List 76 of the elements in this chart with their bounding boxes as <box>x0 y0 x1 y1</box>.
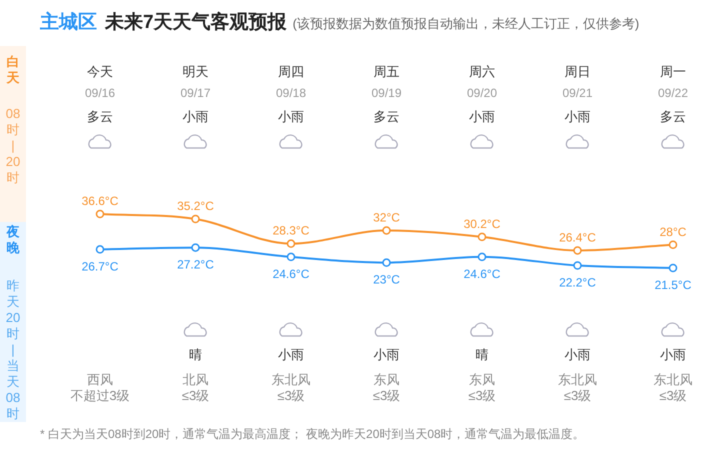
text: 09/16 <box>84 86 116 100</box>
text: 09/19 <box>371 86 402 100</box>
text: 东北风 <box>654 372 692 387</box>
chart-title: 主城区 未来7天天气客观预报 <box>39 11 288 33</box>
text: 小雨 <box>278 347 304 362</box>
data-label: 22.2°C <box>559 275 596 290</box>
text: ≤3级 <box>372 388 400 403</box>
text: 09/22 <box>658 86 688 100</box>
data-label: 21.5°C <box>654 278 692 292</box>
point <box>478 252 486 262</box>
point <box>191 243 200 252</box>
text: ≤3级 <box>468 388 496 403</box>
data-label: 36.6°C <box>82 194 119 208</box>
text: 09/18 <box>276 86 306 100</box>
chart-subtitle: (该预报数据为数值预报自动输出，未经人工订正，仅供参考) <box>292 16 640 31</box>
text: 昨天20时|当天08时 <box>6 278 20 421</box>
point <box>96 245 104 254</box>
point <box>478 232 486 242</box>
text: 北风 <box>182 372 208 387</box>
data-label: 27.2°C <box>177 258 214 272</box>
text: 09/17 <box>180 86 211 100</box>
text: 东北风 <box>558 372 597 387</box>
x-tick-label: 明天 <box>182 64 208 79</box>
text: 09/20 <box>466 86 498 100</box>
data-label: 24.6°C <box>464 266 501 281</box>
text: 小雨 <box>182 109 208 124</box>
point <box>286 239 296 248</box>
point <box>96 210 104 218</box>
point <box>286 252 296 262</box>
data-label: 23°C <box>373 272 400 287</box>
point <box>573 261 582 270</box>
text: 东北风 <box>272 372 310 387</box>
point <box>191 214 200 224</box>
text: 小雨 <box>660 347 686 362</box>
data-label: 28°C <box>660 224 687 239</box>
text: 小雨 <box>278 109 304 124</box>
text: 晴 <box>189 347 202 362</box>
data-label: 26.4°C <box>559 230 596 244</box>
text: 09/21 <box>562 86 593 100</box>
point <box>382 226 391 235</box>
x-tick-label: 周四 <box>278 64 304 79</box>
x-tick-label: 周五 <box>374 64 400 79</box>
text: ≤3级 <box>659 388 687 403</box>
text: 多云 <box>87 109 113 124</box>
text: 白天 <box>6 54 20 85</box>
text: ≤3级 <box>277 388 305 403</box>
point <box>668 240 678 250</box>
x-tick-label: 周一 <box>660 64 686 79</box>
text: 08时|20时 <box>6 106 20 185</box>
x-tick-label: 周日 <box>564 64 590 79</box>
text: 小雨 <box>564 347 590 362</box>
text: 东风 <box>469 372 495 387</box>
text: 西风 <box>87 372 113 387</box>
text: 不超过3级 <box>70 388 130 403</box>
data-label: 24.6°C <box>272 266 310 281</box>
text: 小雨 <box>564 109 590 124</box>
text: 多云 <box>374 109 400 124</box>
point <box>573 246 582 255</box>
text: 夜晚 <box>6 224 20 255</box>
data-label: 30.2°C <box>464 216 501 231</box>
data-label: 28.3°C <box>272 224 310 238</box>
x-tick-label: 今天 <box>87 64 113 79</box>
text: 多云 <box>660 109 686 124</box>
point <box>382 258 391 267</box>
text: 东风 <box>374 372 400 387</box>
data-label: 35.2°C <box>177 199 214 214</box>
point <box>668 264 678 272</box>
text: * 白天为当天08时到20时，通常气温为最高温度； 夜晚为昨天20时到当天08时，通常气温为最低温度。 <box>40 427 585 441</box>
text: ≤3级 <box>182 388 210 403</box>
text: ≤3级 <box>564 388 592 403</box>
text: 晴 <box>476 347 488 362</box>
data-label: 26.7°C <box>82 259 119 274</box>
text: 小雨 <box>469 109 495 124</box>
text: 小雨 <box>374 347 400 362</box>
data-label: 32°C <box>373 210 400 224</box>
x-tick-label: 周六 <box>469 64 495 79</box>
